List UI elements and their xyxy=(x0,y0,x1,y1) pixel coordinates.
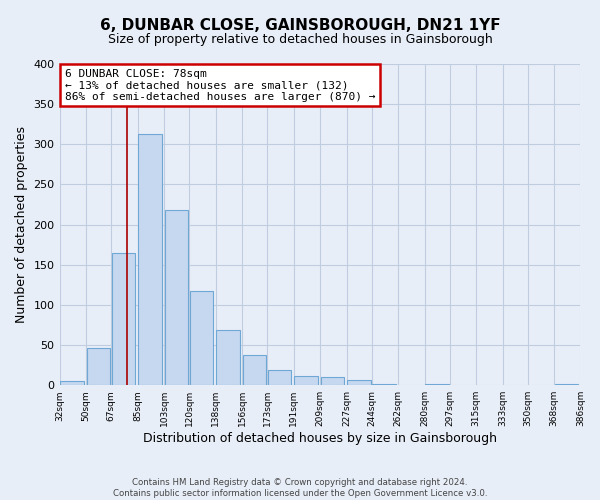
Bar xyxy=(86,348,110,385)
Bar xyxy=(216,330,240,385)
Y-axis label: Number of detached properties: Number of detached properties xyxy=(15,126,28,323)
Bar xyxy=(347,380,371,385)
Bar xyxy=(554,384,578,385)
Bar xyxy=(60,381,84,385)
Bar xyxy=(425,384,449,385)
Bar xyxy=(242,354,266,385)
Text: Size of property relative to detached houses in Gainsborough: Size of property relative to detached ho… xyxy=(107,32,493,46)
Bar xyxy=(138,134,162,385)
Bar xyxy=(294,376,318,385)
Text: Contains HM Land Registry data © Crown copyright and database right 2024.
Contai: Contains HM Land Registry data © Crown c… xyxy=(113,478,487,498)
Bar xyxy=(190,292,214,385)
Bar xyxy=(164,210,188,385)
Text: 6 DUNBAR CLOSE: 78sqm
← 13% of detached houses are smaller (132)
86% of semi-det: 6 DUNBAR CLOSE: 78sqm ← 13% of detached … xyxy=(65,69,375,102)
Bar xyxy=(320,377,344,385)
Bar xyxy=(372,384,396,385)
X-axis label: Distribution of detached houses by size in Gainsborough: Distribution of detached houses by size … xyxy=(143,432,497,445)
Text: 6, DUNBAR CLOSE, GAINSBOROUGH, DN21 1YF: 6, DUNBAR CLOSE, GAINSBOROUGH, DN21 1YF xyxy=(100,18,500,32)
Bar xyxy=(268,370,292,385)
Bar xyxy=(112,252,136,385)
